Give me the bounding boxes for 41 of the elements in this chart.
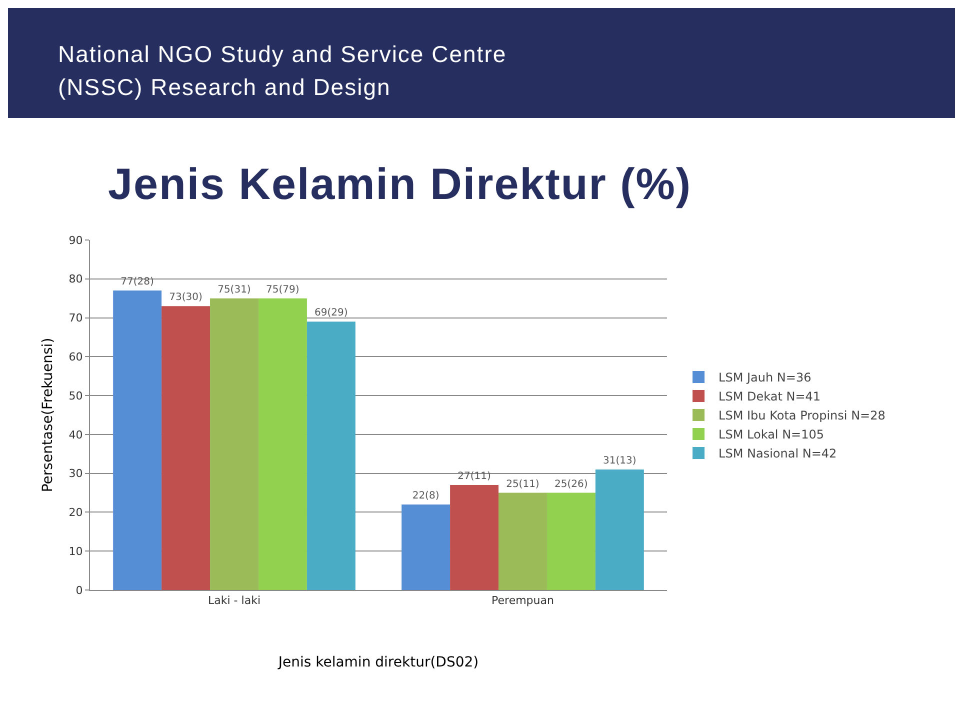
legend-label: LSM Ibu Kota Propinsi N=28 [718,408,886,423]
legend-label: LSM Jauh N=36 [718,370,812,385]
bar [113,290,162,590]
y-tick-label: 60 [68,350,83,364]
text: National NGO Study and Service Centre (NSSC) Research and Design [58,40,508,102]
x-axis-title: Jenis kelamin direktur(DS02) [277,654,479,670]
data-label: 69(29) [314,308,348,319]
legend-label: LSM Nasional N=42 [718,446,837,461]
bar [498,492,547,590]
data-label: 75(79) [266,284,300,296]
bar [258,298,307,590]
data-label: 77(28) [120,276,154,288]
bar [306,322,356,590]
y-tick-label: 70 [68,312,83,325]
x-tick-label: Perempuan [492,594,554,608]
y-tick-label: 0 [76,584,83,597]
data-label: 27(11) [458,471,491,482]
y-tick-label: 30 [68,467,83,480]
y-tick-label: 80 [68,272,83,286]
bar [595,469,644,590]
data-label: 73(30) [169,292,202,304]
y-axis-title: Persentase(Frekuensi) [40,338,56,492]
y-tick-label: 10 [68,544,83,558]
data-label: 75(31) [218,284,251,296]
y-tick-label: 50 [68,389,83,402]
legend-label: LSM Dekat N=41 [718,390,821,404]
data-label: 31(13) [603,455,636,466]
y-tick-label: 40 [68,428,83,442]
y-tick-label: 90 [68,234,83,247]
chart-title: Jenis Kelamin Direktur (%) [108,160,692,210]
bar [546,492,596,590]
data-label: 22(8) [412,490,440,502]
bar [450,485,499,590]
data-label: 25(11) [506,478,540,490]
data-label: 25(26) [554,478,588,490]
bar [210,298,258,590]
x-tick-label: Laki - laki [208,594,260,608]
legend-label: LSM Lokal N=105 [718,428,824,442]
bar [402,504,450,590]
bar [162,306,210,590]
y-tick-label: 20 [68,506,83,520]
